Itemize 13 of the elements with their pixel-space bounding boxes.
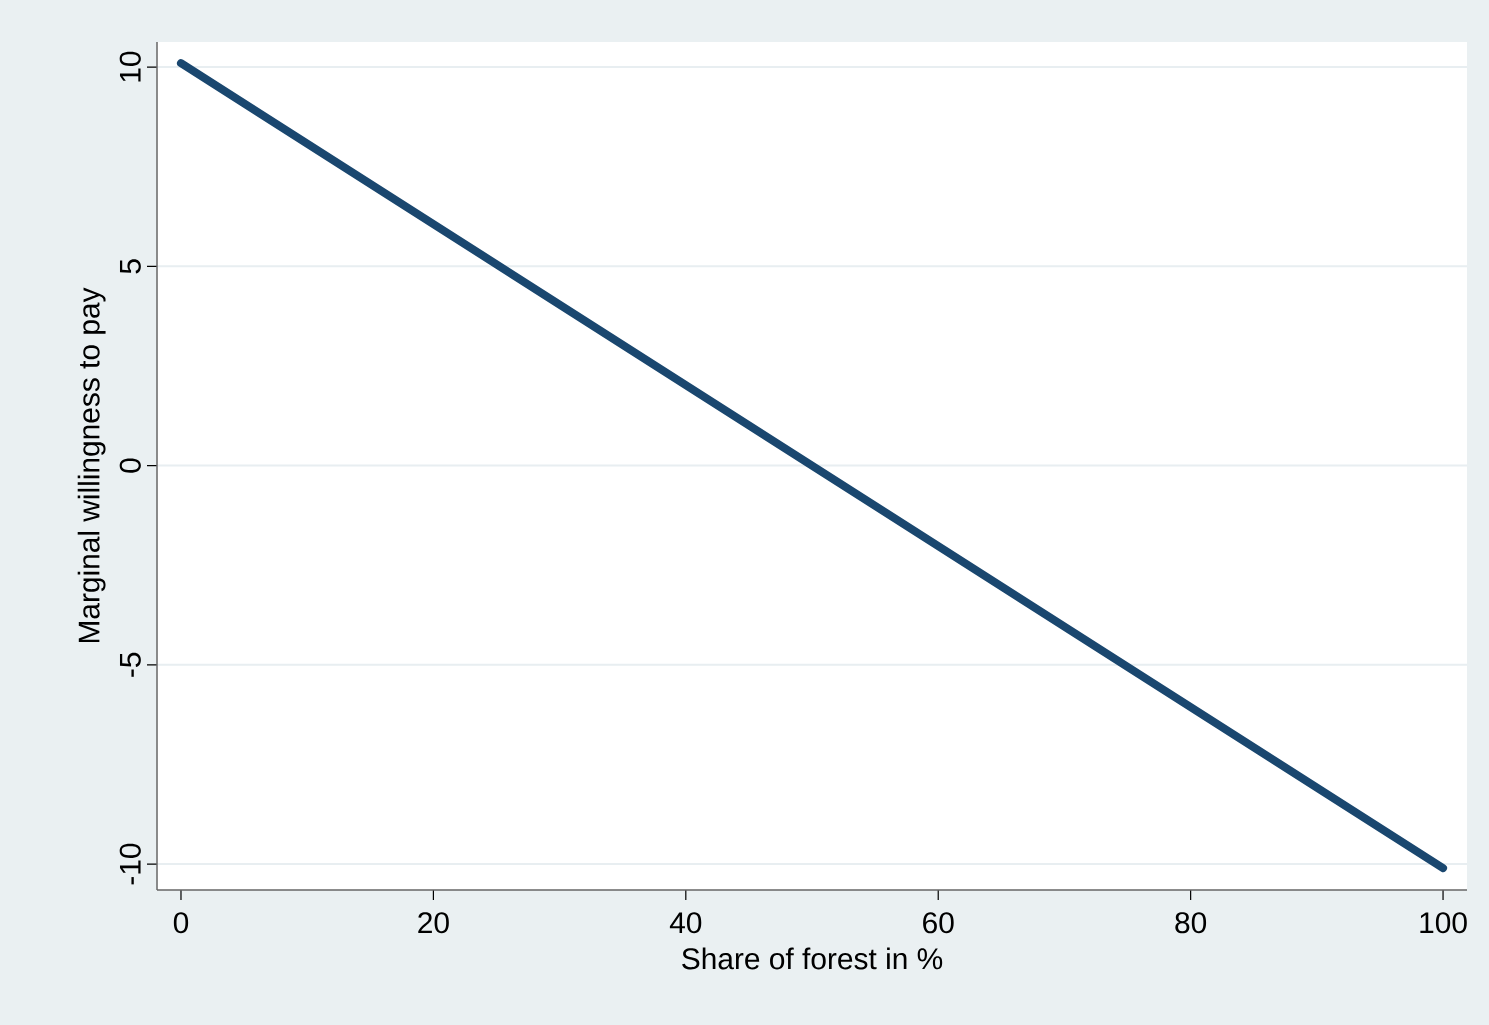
- y-tick-label: 5: [119, 259, 141, 274]
- x-tick-label: 80: [1175, 912, 1207, 934]
- x-tick-label: 0: [173, 912, 189, 934]
- y-tick-label: -5: [119, 652, 141, 677]
- y-tick-label: 10: [119, 51, 141, 82]
- x-axis-title: Share of forest in %: [682, 947, 943, 970]
- y-tick-label: 0: [119, 458, 141, 473]
- x-tick-label: 100: [1420, 912, 1467, 934]
- y-tick-label: -10: [119, 843, 141, 885]
- y-axis-title: Marginal willingness to pay: [77, 287, 106, 643]
- x-tick-label: 60: [923, 912, 954, 934]
- x-tick-label: 20: [418, 912, 449, 934]
- x-tick-label: 40: [669, 912, 702, 934]
